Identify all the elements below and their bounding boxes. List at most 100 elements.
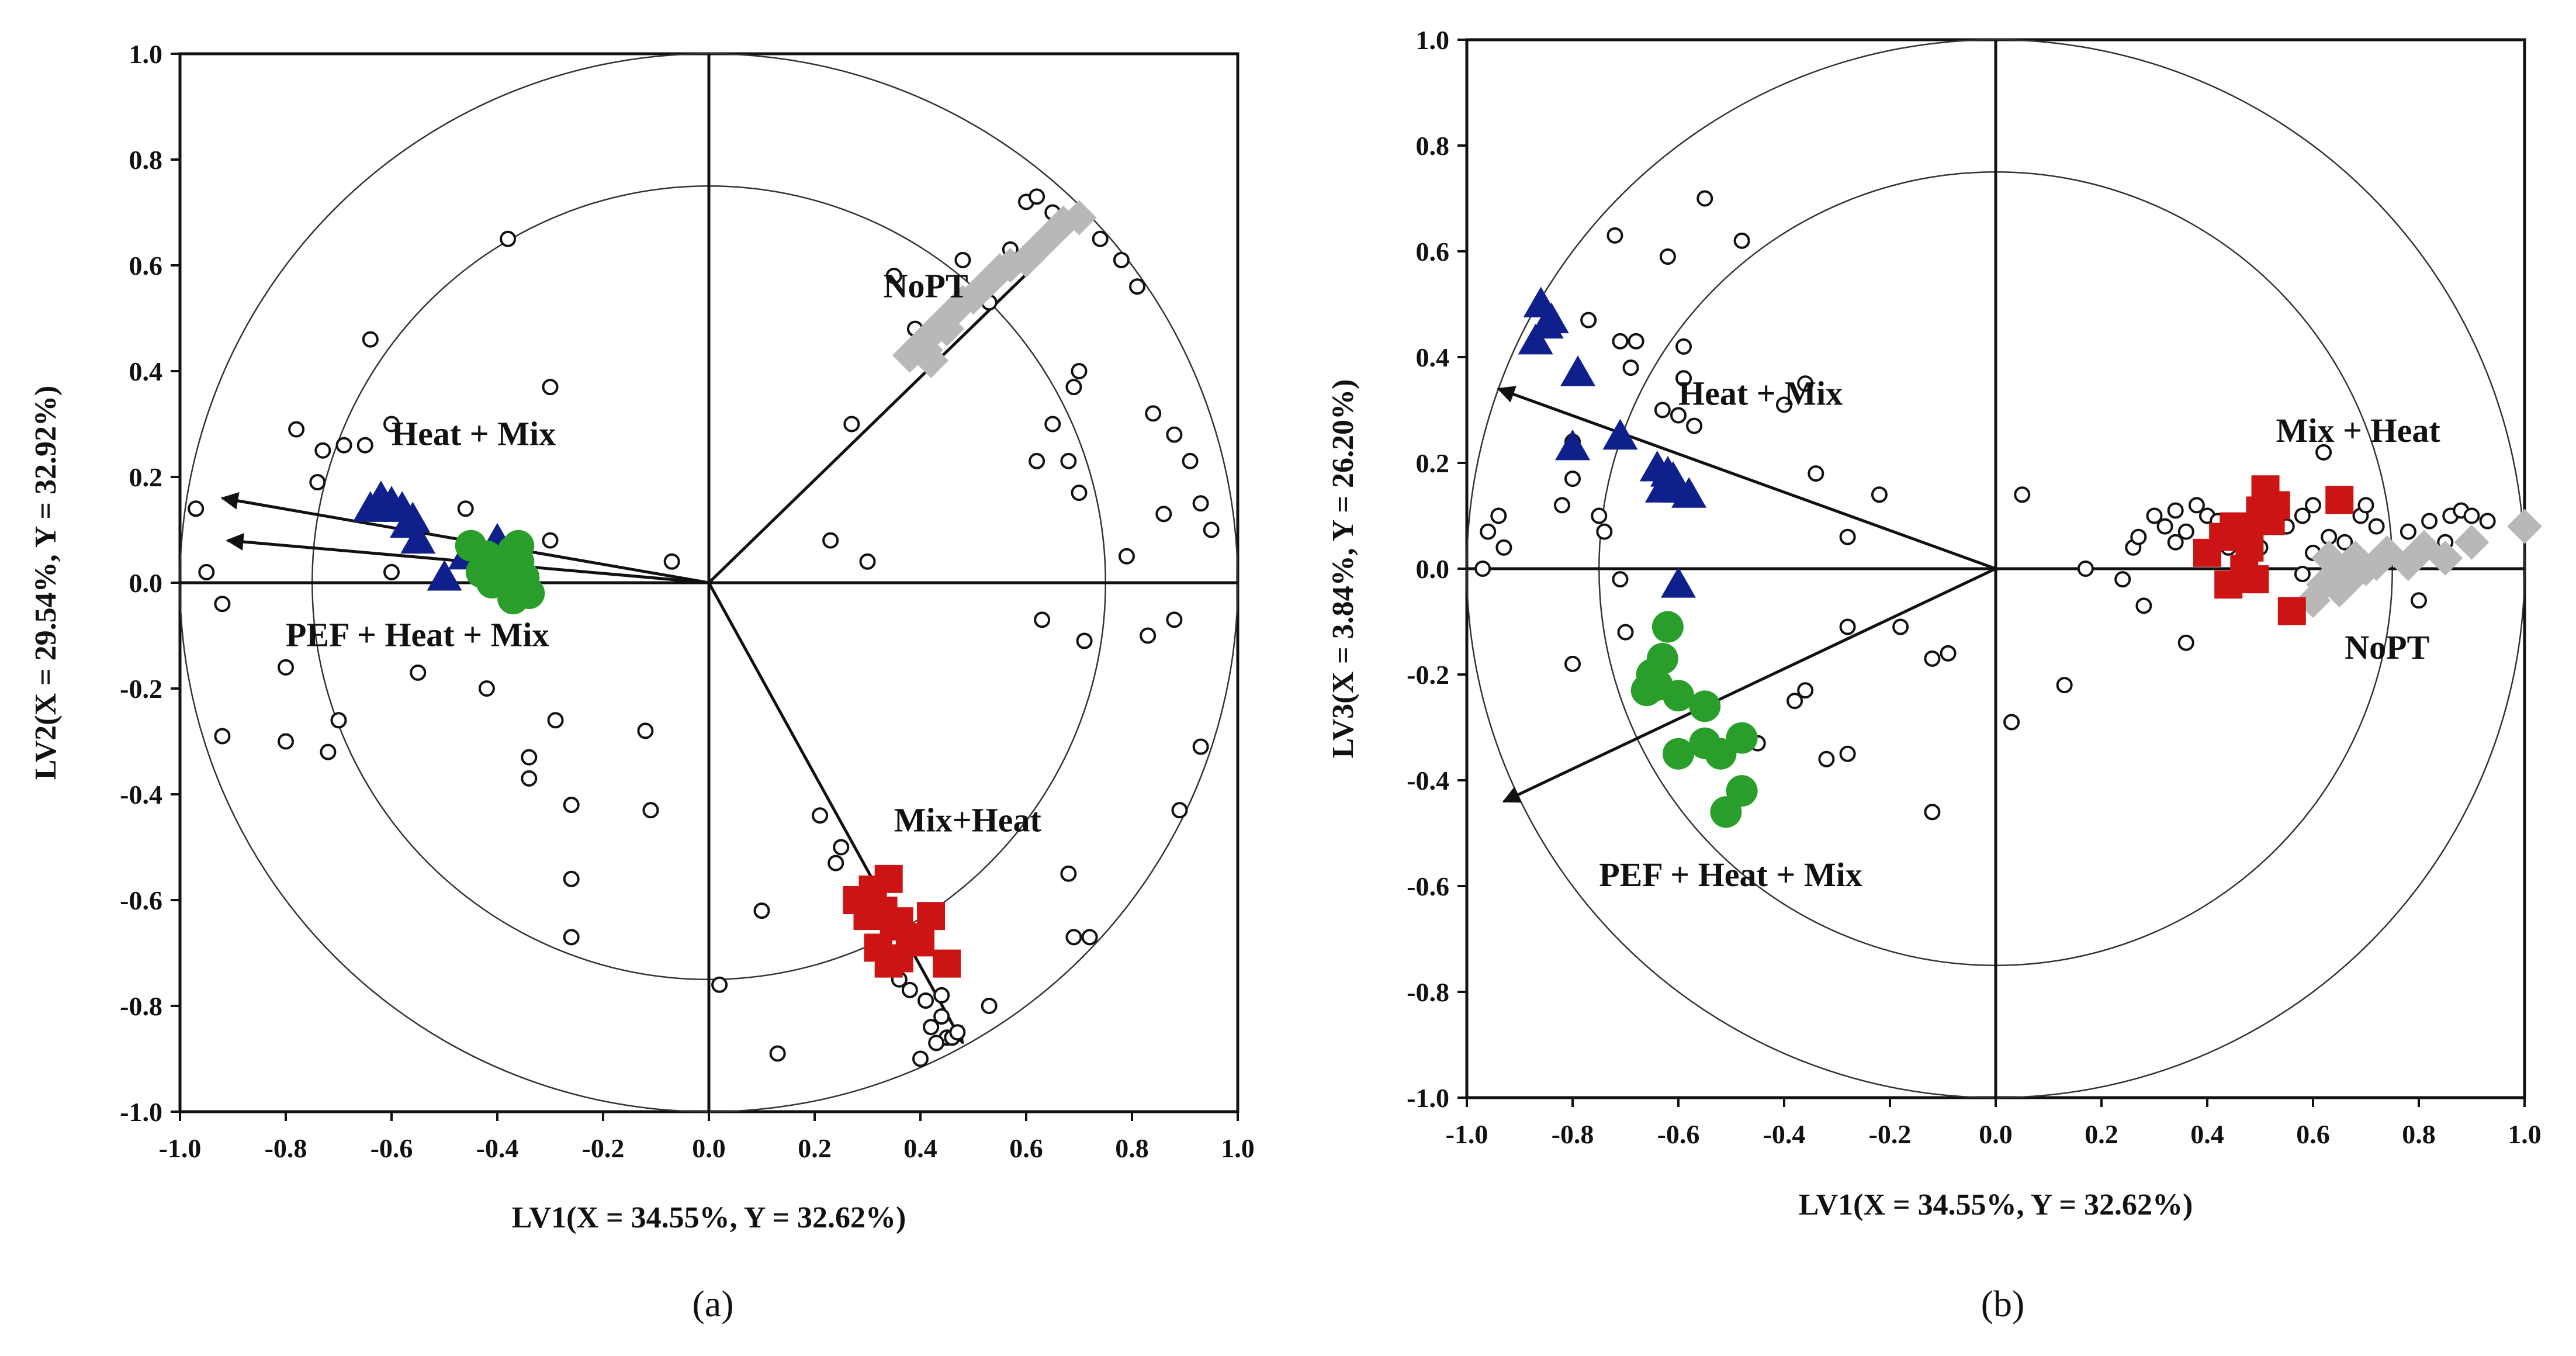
variables-point: [1612, 571, 1629, 588]
variables-point: [1564, 655, 1581, 672]
heat-mix-point: [427, 559, 462, 591]
mix-heat-point: [874, 864, 903, 893]
y-tick-label: 0.8: [129, 145, 163, 175]
variables-point: [1797, 375, 1814, 392]
variables-point: [1696, 190, 1713, 207]
variables-point: [1044, 416, 1061, 433]
variables-point: [1029, 452, 1045, 469]
y-tick-label: -0.2: [1407, 660, 1449, 690]
variables-point: [1839, 618, 1856, 635]
variables-point: [383, 416, 400, 433]
y-tick-label: -0.2: [120, 674, 162, 704]
variables-point: [1029, 188, 1045, 205]
variables-point: [833, 839, 850, 856]
group-label: NoPT: [884, 267, 968, 305]
panel-a-chart: -1.0 -1.0 -0.8 -0.8 -0.6 -0.6 -0.4 -0.4 -0.2 -0.2…: [29, 39, 1255, 1234]
x-tick-label: 0.0: [692, 1133, 726, 1163]
variables-point: [1129, 278, 1146, 295]
x-tick-label: -1.0: [159, 1133, 202, 1163]
variables-point: [933, 1008, 950, 1025]
variables-point: [214, 728, 231, 745]
x-tick-label: -0.8: [1552, 1119, 1594, 1149]
variables-point: [1553, 497, 1570, 514]
variables-point: [859, 553, 876, 570]
heat-mix-point: [400, 523, 436, 554]
pef-heat-mix-point: [1705, 738, 1737, 770]
variables-point: [1060, 865, 1077, 882]
variables-point: [1591, 507, 1608, 524]
variables-point: [2357, 497, 2374, 514]
group-label: PEF + Heat + Mix: [1599, 856, 1862, 894]
x-tick-label: 1.0: [1221, 1133, 1255, 1163]
pef-heat-mix-point: [1663, 738, 1694, 770]
variables-point: [912, 1050, 929, 1067]
variables-point: [2368, 518, 2385, 535]
variables-point: [2188, 497, 2205, 514]
variables-point: [2130, 528, 2147, 545]
x-tick-label: -0.4: [476, 1133, 519, 1163]
variables-point: [500, 230, 517, 247]
x-tick-label: 0.6: [1009, 1133, 1043, 1163]
variables-point: [1675, 338, 1692, 355]
y-tick-label: 1.0: [129, 39, 163, 69]
variables-point: [1065, 379, 1082, 396]
variables-point: [320, 743, 337, 760]
heat-mix-point: [368, 491, 404, 522]
y-tick-label: -0.8: [1407, 977, 1449, 1007]
variables-point: [1617, 624, 1634, 641]
variables-point: [278, 659, 294, 676]
variables-point: [1659, 248, 1676, 265]
variables-point: [335, 437, 352, 454]
y-tick-label: 0.6: [1416, 237, 1450, 267]
variables-point: [981, 998, 998, 1014]
mix-heat-point: [2256, 507, 2285, 535]
x-tick-label: 0.8: [1115, 1133, 1149, 1163]
variables-point: [198, 563, 215, 580]
variables-point: [1622, 359, 1639, 376]
variables-point: [1071, 485, 1088, 501]
variables-point: [457, 500, 474, 517]
variables-point: [901, 981, 918, 998]
variables-point: [1034, 611, 1051, 628]
variables-point: [843, 416, 860, 433]
variables-point: [753, 902, 770, 919]
variables-point: [2177, 523, 2194, 540]
variables-point: [1166, 426, 1183, 443]
variables-point: [1081, 929, 1098, 946]
nopt-point: [1045, 205, 1081, 241]
y-tick-label: 0.4: [129, 357, 163, 386]
variables-point: [1871, 486, 1888, 503]
variables-point: [1839, 745, 1856, 762]
group-label: Heat + Mix: [392, 415, 556, 453]
variables-point: [917, 992, 934, 1009]
group-label: Mix+Heat: [894, 801, 1042, 839]
variables-point: [1076, 632, 1093, 649]
variables-point: [1786, 693, 1803, 710]
variables-point: [1654, 402, 1671, 418]
variables-point: [1808, 465, 1824, 482]
y-tick-label: 0.0: [129, 568, 163, 598]
mix-heat-point: [853, 902, 882, 930]
heat-mix-point: [390, 507, 425, 538]
pef-heat-mix-point: [503, 530, 535, 562]
variables-point: [2135, 597, 2152, 614]
mix-heat-point: [2325, 486, 2354, 514]
variables-point: [563, 929, 580, 946]
variables-point: [1596, 523, 1613, 540]
variables-point: [1118, 548, 1135, 565]
y-tick-label: -0.4: [120, 780, 162, 810]
variables-point: [2421, 513, 2438, 530]
variables-point: [330, 712, 347, 729]
variables-point: [542, 379, 559, 396]
variables-point: [1892, 618, 1909, 635]
mix-heat-point: [906, 928, 934, 957]
y-tick-label: 0.0: [1416, 554, 1450, 584]
nopt-point: [2369, 535, 2405, 570]
variables-point: [2305, 497, 2321, 514]
variables-point: [1192, 495, 1209, 512]
variables-point: [1071, 363, 1088, 379]
pef-heat-mix-point: [1710, 796, 1742, 828]
variables-point: [2463, 507, 2480, 524]
variables-point: [1675, 370, 1692, 387]
variables-point: [2056, 677, 2073, 694]
